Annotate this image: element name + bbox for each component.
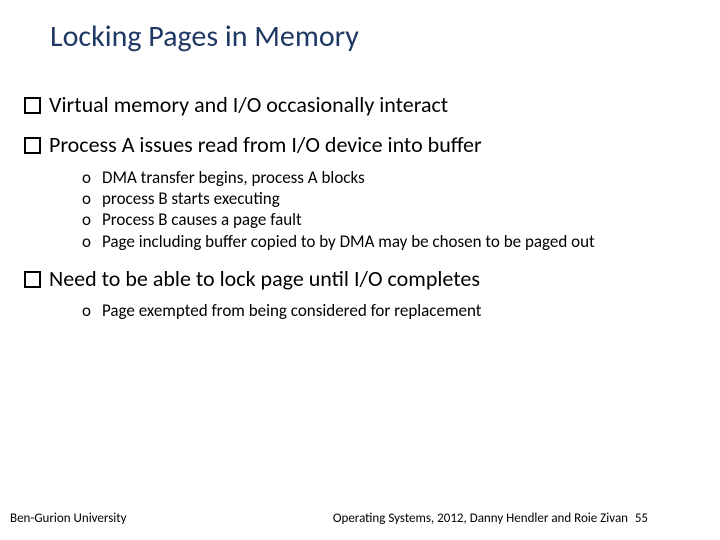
square-bullet-icon [24,271,41,288]
bullet-item: Need to be able to lock page until I/O c… [24,266,696,292]
sub-list: o DMA transfer begins, process A blocks … [82,167,696,252]
bullet-item: Process A issues read from I/O device in… [24,132,696,158]
bullet-text: Process A issues read from I/O device in… [49,132,482,158]
square-bullet-icon [24,137,41,154]
bullet-text: Need to be able to lock page until I/O c… [49,266,480,292]
sub-text: process B starts executing [102,188,280,209]
slide-body: Virtual memory and I/O occasionally inte… [24,92,696,335]
sub-item: o Page including buffer copied to by DMA… [82,231,696,252]
sub-text: DMA transfer begins, process A blocks [102,167,365,188]
circle-bullet-icon: o [82,231,102,252]
sub-item: o Process B causes a page fault [82,209,696,230]
slide: Locking Pages in Memory Virtual memory a… [0,0,720,540]
circle-bullet-icon: o [82,188,102,209]
circle-bullet-icon: o [82,300,102,321]
bullet-item: Virtual memory and I/O occasionally inte… [24,92,696,118]
bullet-text: Virtual memory and I/O occasionally inte… [49,92,448,118]
circle-bullet-icon: o [82,167,102,188]
square-bullet-icon [24,97,41,114]
sub-text: Page including buffer copied to by DMA m… [102,231,595,252]
sub-text: Process B causes a page fault [102,209,302,230]
footer-left: Ben-Gurion University [10,511,127,526]
sub-text: Page exempted from being considered for … [102,300,481,321]
sub-item: o DMA transfer begins, process A blocks [82,167,696,188]
footer-right: Operating Systems, 2012, Danny Hendler a… [333,511,628,526]
circle-bullet-icon: o [82,209,102,230]
sub-list: o Page exempted from being considered fo… [82,300,696,321]
sub-item: o Page exempted from being considered fo… [82,300,696,321]
sub-item: o process B starts executing [82,188,696,209]
page-number: 55 [635,511,648,526]
slide-title: Locking Pages in Memory [50,18,359,55]
